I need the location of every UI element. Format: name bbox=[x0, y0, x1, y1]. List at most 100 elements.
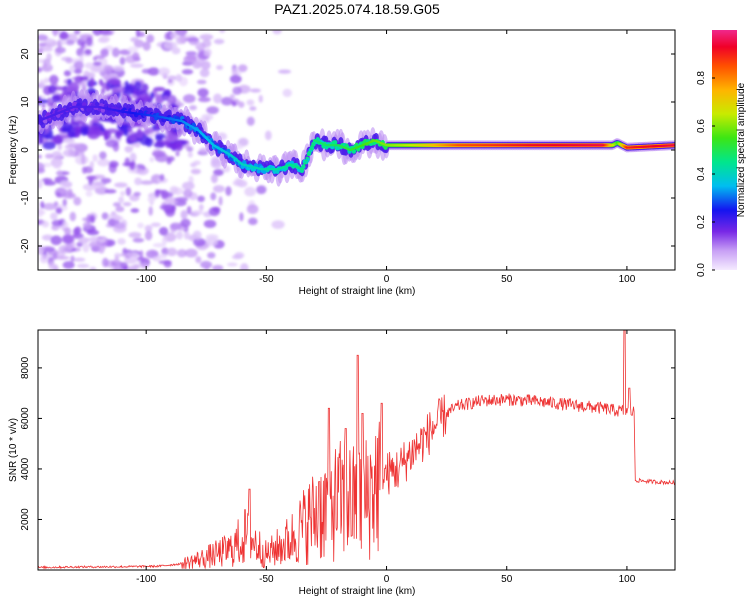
noise-blob bbox=[80, 126, 89, 136]
noise-blob bbox=[123, 126, 129, 137]
noise-blob bbox=[114, 255, 120, 264]
noise-blob bbox=[229, 94, 235, 99]
noise-blob bbox=[56, 191, 61, 198]
noise-blob bbox=[148, 206, 153, 216]
noise-blob bbox=[115, 206, 125, 213]
noise-blob bbox=[53, 163, 61, 169]
noise-blob bbox=[51, 151, 63, 160]
ridge-core bbox=[305, 156, 309, 159]
spectrogram-x-axis: -100 -50 0 50 100 bbox=[136, 30, 636, 285]
noise-blob bbox=[89, 160, 95, 169]
noise-blob bbox=[159, 204, 171, 210]
ridge-core bbox=[310, 145, 314, 148]
noise-blob bbox=[112, 65, 125, 72]
noise-blob bbox=[46, 53, 52, 62]
noise-blob bbox=[130, 37, 139, 43]
noise-blob bbox=[169, 186, 179, 194]
noise-blob bbox=[249, 106, 257, 111]
noise-blob bbox=[244, 186, 256, 197]
noise-blob bbox=[162, 95, 169, 100]
snr-series-line bbox=[38, 330, 675, 570]
noise-blob bbox=[124, 145, 133, 153]
snr-y-tick-label: 6000 bbox=[20, 407, 31, 430]
noise-blob bbox=[40, 46, 53, 52]
noise-blob bbox=[42, 162, 52, 168]
noise-blob bbox=[212, 185, 225, 193]
spectrogram-y-tick-label: 10 bbox=[20, 96, 31, 108]
noise-blob bbox=[256, 185, 267, 195]
noise-blob bbox=[49, 74, 59, 85]
noise-blob bbox=[166, 94, 177, 105]
noise-blob bbox=[213, 168, 224, 176]
spectrogram-y-tick-label: -20 bbox=[20, 238, 31, 253]
noise-blob bbox=[147, 196, 156, 203]
noise-blob bbox=[62, 261, 75, 269]
spectrogram-x-tick-label: 50 bbox=[501, 274, 513, 285]
noise-blob bbox=[129, 266, 137, 270]
noise-blob bbox=[60, 39, 67, 45]
noise-blob bbox=[237, 64, 248, 73]
colorbar-tick-label: 0.2 bbox=[696, 215, 707, 229]
colorbar-label: Normalized spectral amplitude bbox=[736, 82, 747, 217]
noise-blob bbox=[38, 245, 45, 256]
noise-blob bbox=[182, 94, 196, 104]
noise-blob bbox=[140, 96, 153, 103]
noise-blob bbox=[213, 38, 225, 45]
noise-blob bbox=[122, 85, 135, 96]
noise-blob bbox=[67, 142, 81, 148]
noise-blob bbox=[159, 173, 165, 182]
noise-blob bbox=[64, 86, 79, 94]
spectrogram-y-label: Frequency (Hz) bbox=[8, 116, 19, 185]
noise-blob bbox=[41, 234, 54, 241]
noise-blob bbox=[59, 180, 73, 189]
noise-blob bbox=[76, 263, 90, 269]
noise-blob bbox=[85, 190, 93, 197]
noise-blob bbox=[103, 130, 112, 140]
noise-blob bbox=[59, 134, 70, 139]
noise-blob bbox=[86, 237, 101, 242]
noise-blob bbox=[197, 88, 209, 98]
noise-blob bbox=[166, 247, 178, 257]
noise-blob bbox=[104, 189, 117, 194]
noise-blob bbox=[181, 69, 194, 75]
noise-blob bbox=[169, 222, 182, 230]
noise-blob bbox=[92, 30, 103, 36]
noise-blob bbox=[198, 96, 211, 103]
noise-blob bbox=[38, 162, 45, 172]
noise-blob bbox=[141, 83, 149, 93]
noise-blob bbox=[86, 214, 92, 224]
noise-blob bbox=[125, 187, 132, 197]
noise-blob bbox=[234, 252, 245, 259]
noise-blob bbox=[63, 70, 72, 77]
noise-blob bbox=[155, 95, 163, 105]
noise-blob bbox=[277, 69, 292, 74]
spectrogram-y-axis: -20 -10 0 10 20 bbox=[20, 48, 675, 253]
noise-blob bbox=[192, 230, 202, 240]
noise-blob bbox=[142, 41, 151, 51]
noise-blob bbox=[105, 85, 111, 92]
noise-blob bbox=[103, 65, 114, 72]
noise-blob bbox=[38, 58, 44, 64]
noise-blob bbox=[135, 130, 144, 139]
noise-blob bbox=[129, 63, 144, 68]
noise-blob bbox=[100, 48, 109, 58]
noise-blob bbox=[38, 210, 46, 215]
noise-blob bbox=[102, 257, 109, 268]
noise-blob bbox=[119, 56, 126, 66]
noise-blob bbox=[70, 255, 75, 263]
noise-blob bbox=[55, 207, 63, 214]
snr-frame bbox=[37, 329, 676, 571]
noise-blob bbox=[132, 237, 145, 243]
noise-blob bbox=[50, 212, 58, 221]
snr-y-axis: 2000 4000 6000 8000 bbox=[20, 356, 675, 531]
noise-blob bbox=[264, 130, 272, 141]
noise-blob bbox=[105, 139, 119, 148]
noise-blob bbox=[134, 141, 141, 148]
ridge-core bbox=[303, 162, 307, 165]
noise-blob bbox=[46, 59, 51, 68]
noise-blob bbox=[220, 96, 234, 106]
noise-blob bbox=[154, 133, 166, 139]
snr-y-label: SNR (10 * v/v) bbox=[8, 418, 19, 482]
noise-blob bbox=[89, 266, 97, 270]
noise-blob bbox=[39, 47, 44, 55]
